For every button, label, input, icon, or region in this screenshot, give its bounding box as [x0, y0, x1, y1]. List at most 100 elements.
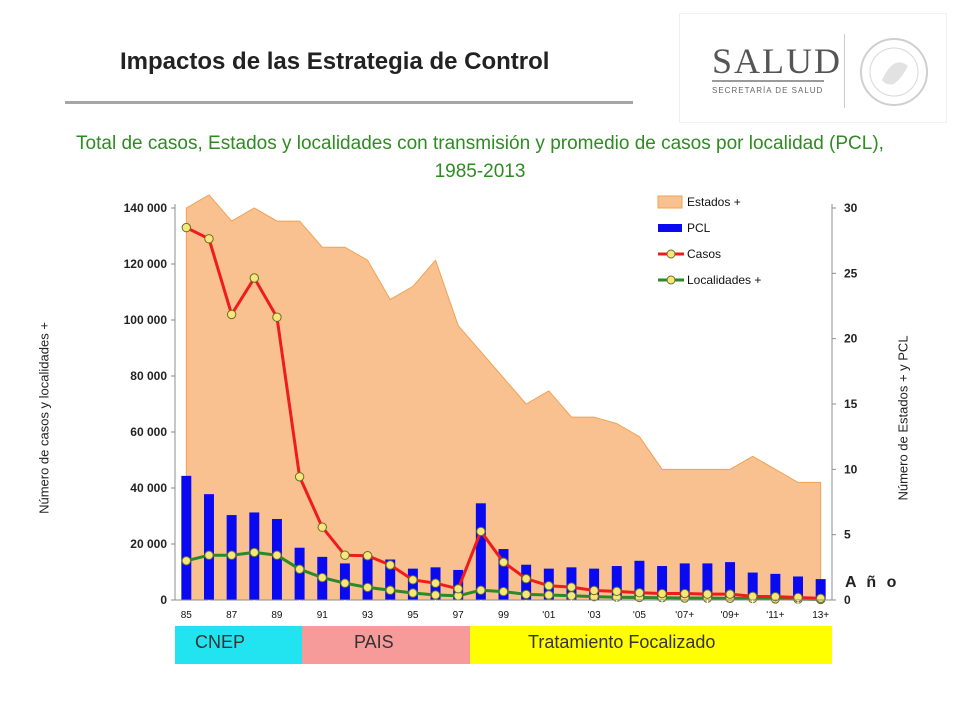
x-tick-label: 97: [453, 610, 465, 621]
y-right-tick-label: 0: [844, 593, 851, 607]
legend-label: Casos: [687, 247, 721, 261]
bar-pcl: [181, 475, 192, 600]
casos-point: [249, 273, 259, 283]
casos-point: [521, 574, 531, 584]
y-left-tick-label: 60 000: [130, 425, 167, 439]
casos-point: [702, 589, 713, 599]
casos-point: [612, 586, 622, 597]
x-tick-label: 13+: [812, 610, 829, 621]
localidades-point: [498, 586, 509, 597]
legend-marker: [666, 249, 676, 259]
casos-point: [408, 575, 418, 585]
casos-point: [748, 591, 758, 602]
casos-point: [385, 560, 395, 570]
period-cnep: CNEP: [175, 626, 302, 664]
chart-subtitle: Total de casos, Estados y localidades co…: [76, 133, 884, 182]
casos-point: [634, 588, 645, 598]
legend-label: Estados +: [687, 195, 741, 209]
period-tratamiento-focalizado: Tratamiento Focalizado: [470, 626, 832, 664]
localidades-point: [204, 550, 214, 560]
coat-of-arms-icon: [860, 38, 928, 106]
localidades-point: [566, 591, 577, 601]
y-left-tick-label: 140 000: [124, 201, 168, 215]
y-right-tick-label: 20: [844, 332, 858, 346]
casos-point: [226, 309, 237, 320]
bar-pcl: [793, 576, 804, 600]
y-left-tick-label: 40 000: [130, 481, 167, 495]
y-right-tick-label: 15: [844, 397, 858, 411]
localidades-point: [272, 550, 282, 560]
period-pais: PAIS: [302, 626, 470, 664]
casos-point: [589, 585, 599, 596]
x-tick-label: '01: [542, 610, 555, 621]
casos-point: [272, 312, 282, 322]
x-tick-label: 89: [271, 610, 283, 621]
y-right-tick-label: 25: [844, 266, 858, 280]
casos-point: [294, 472, 305, 482]
page-title: Impactos de las Estrategia de Control: [120, 48, 550, 75]
bar-pcl: [362, 555, 373, 600]
y-left-tick-label: 100 000: [124, 313, 168, 327]
period-label: PAIS: [354, 632, 394, 652]
bar-pcl: [203, 494, 214, 600]
logo-divider: [712, 80, 824, 82]
localidades-point: [476, 585, 486, 595]
x-tick-label: '03: [588, 610, 601, 621]
x-tick-label: '09+: [721, 610, 740, 621]
y-left-tick-label: 20 000: [130, 537, 167, 551]
casos-point: [317, 522, 327, 532]
casos-point: [725, 589, 735, 599]
localidades-point: [181, 556, 192, 566]
bar-pcl: [589, 568, 600, 600]
casos-point: [476, 526, 486, 537]
x-tick-label: '05: [633, 610, 646, 621]
localidades-point: [226, 550, 237, 560]
bar-pcl: [475, 503, 486, 600]
casos-point: [204, 234, 214, 244]
x-tick-label: 95: [407, 610, 419, 621]
period-label: CNEP: [195, 632, 246, 652]
casos-point: [566, 582, 577, 592]
bar-pcl: [770, 573, 781, 600]
legend-label: Localidades +: [687, 273, 761, 287]
logo-text: SALUD: [712, 41, 843, 81]
casos-point: [362, 551, 373, 561]
y-left-tick-label: 80 000: [130, 369, 167, 383]
casos-point: [680, 588, 690, 599]
localidades-point: [362, 582, 373, 593]
logo-subtext: SECRETARÍA DE SALUD: [712, 86, 824, 95]
localidades-point: [249, 547, 259, 558]
localidades-point: [317, 572, 327, 583]
casos-point: [340, 550, 350, 560]
x-tick-label: '11+: [766, 610, 784, 621]
casos-point: [181, 222, 192, 233]
x-tick-label: 85: [181, 610, 193, 621]
localidades-point: [294, 564, 305, 574]
y-axis-right-label: Número de Estados + y PCL: [895, 335, 911, 501]
x-tick-label: 99: [498, 610, 510, 621]
y-right-tick-label: 30: [844, 201, 858, 215]
localidades-point: [408, 588, 418, 598]
bar-pcl: [385, 559, 396, 600]
y-left-tick-label: 120 000: [124, 257, 168, 271]
logo-separator: [844, 34, 845, 108]
bar-pcl: [679, 563, 690, 600]
casos-point: [453, 584, 463, 594]
x-tick-label: 91: [317, 610, 329, 621]
bar-pcl: [702, 563, 713, 600]
bar-pcl: [611, 566, 622, 600]
title-divider: [65, 101, 633, 104]
legend-label: PCL: [687, 221, 711, 235]
x-axis-label: A ñ o: [845, 574, 900, 591]
y-axis-left-label: Número de casos y localidades +: [36, 322, 52, 514]
bar-pcl: [498, 549, 509, 600]
casos-point: [815, 593, 826, 604]
casos-point: [430, 578, 441, 588]
y-left-tick-label: 0: [160, 593, 167, 607]
bar-pcl: [634, 560, 645, 600]
area-estados: [185, 194, 822, 601]
localidades-point: [385, 585, 395, 595]
x-tick-label: 93: [362, 610, 374, 621]
y-right-tick-label: 5: [844, 528, 851, 542]
